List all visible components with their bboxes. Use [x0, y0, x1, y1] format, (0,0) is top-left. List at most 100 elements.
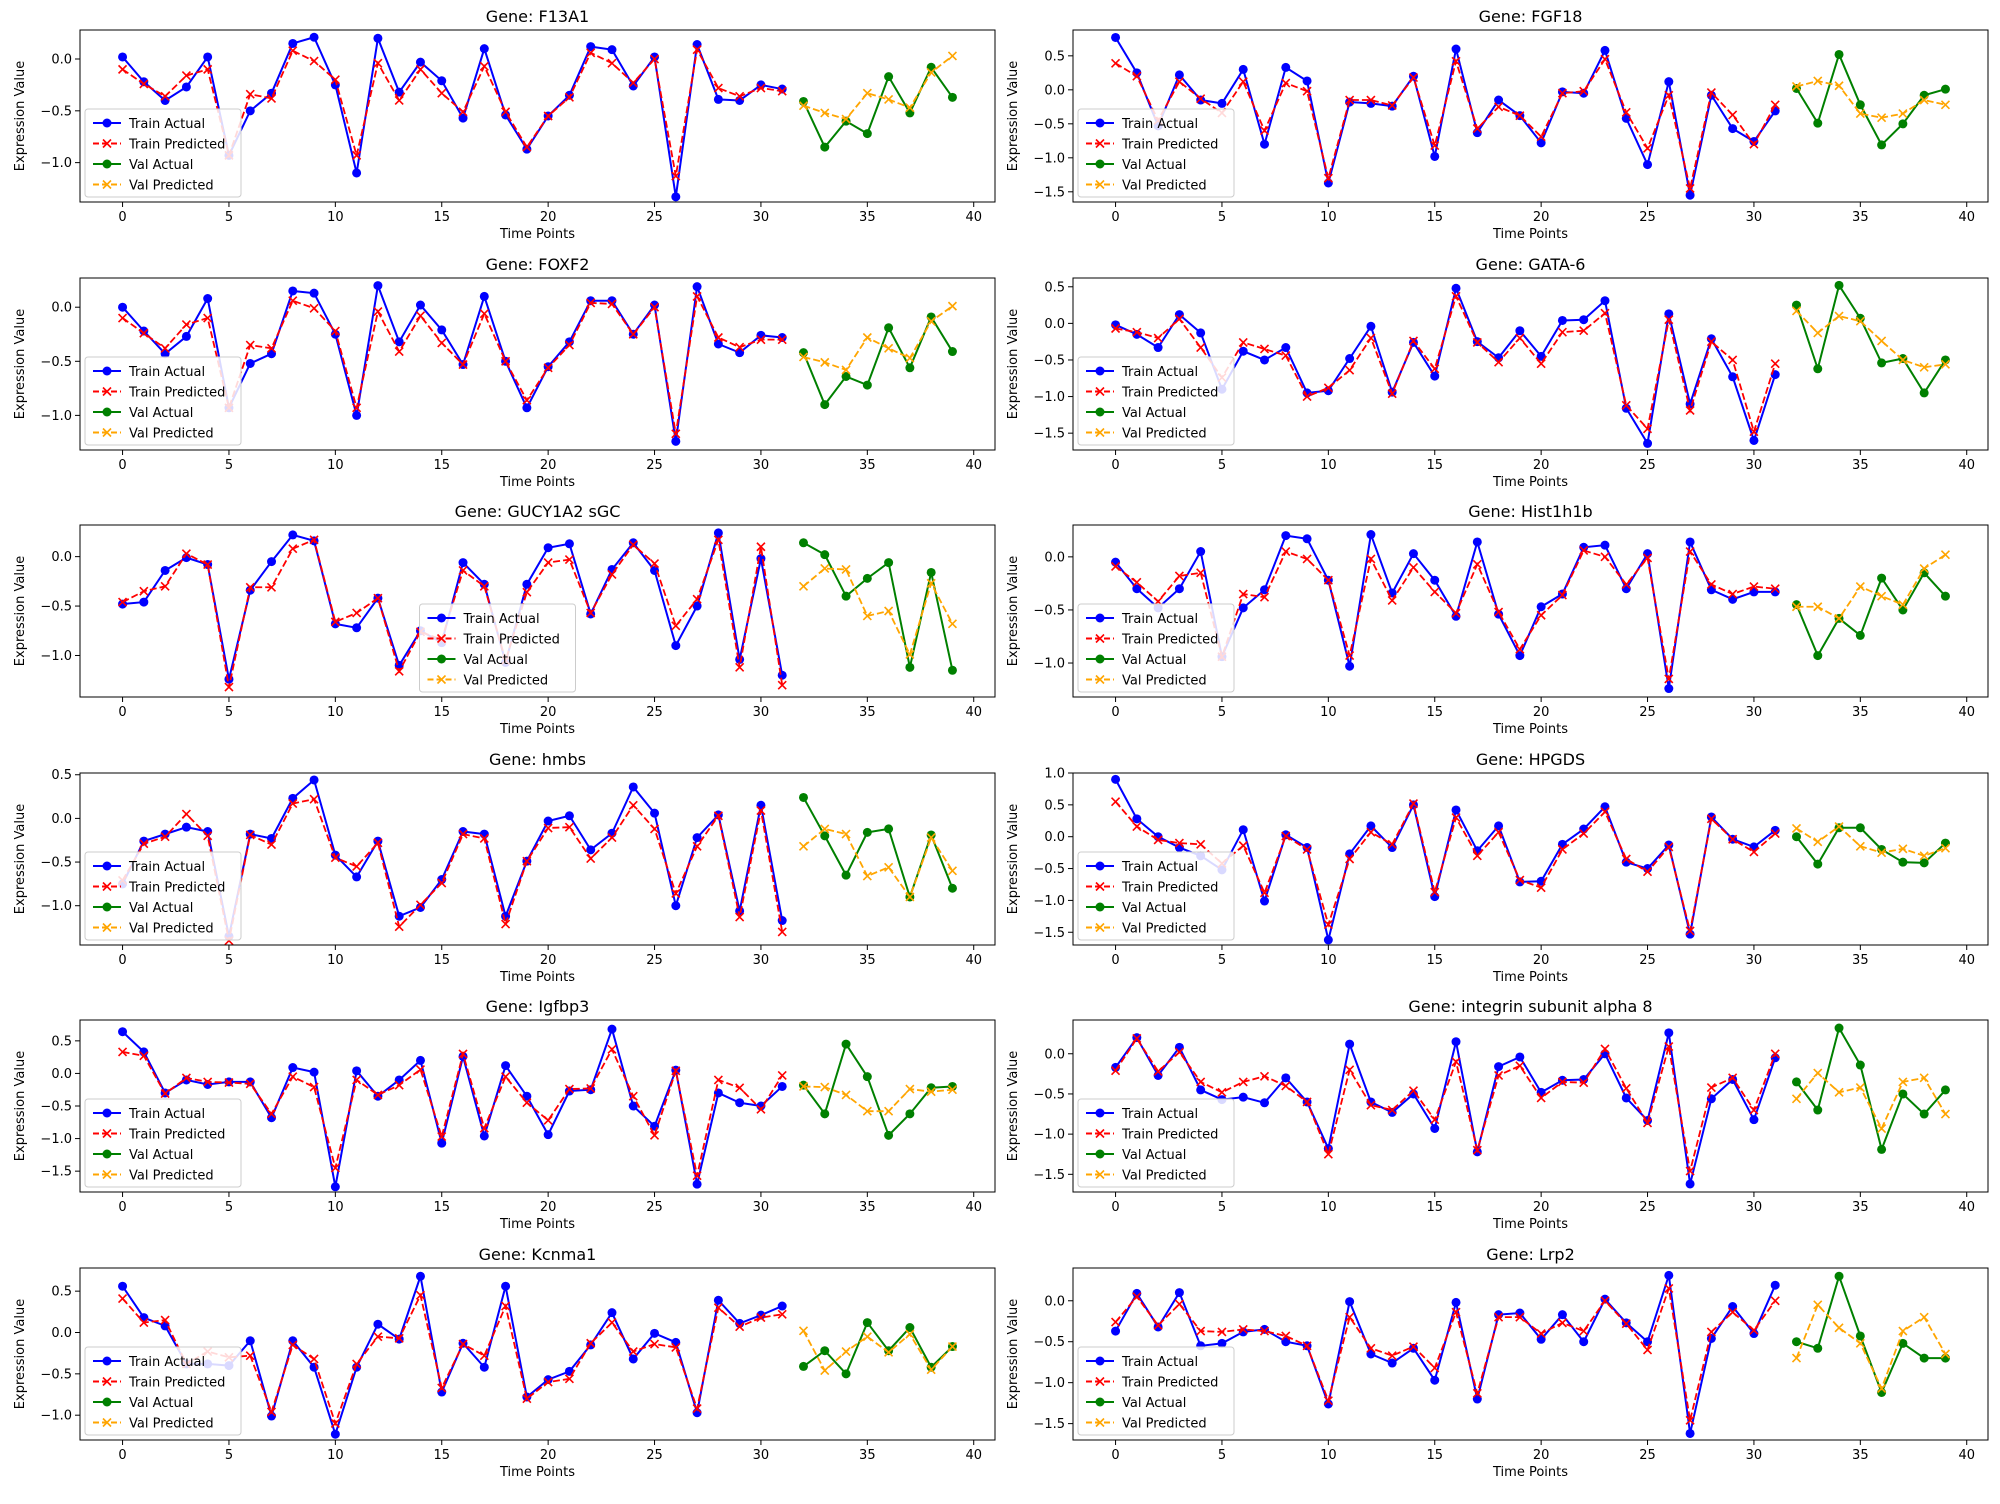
series-val-actual	[1791, 280, 1950, 398]
data-point	[1472, 1388, 1482, 1398]
data-point	[1898, 1089, 1908, 1099]
legend-item-train-actual: Train Actual	[1086, 117, 1198, 132]
series-train-predicted	[1110, 545, 1780, 684]
data-point	[1728, 110, 1738, 120]
y-tick-label: −0.5	[40, 355, 72, 370]
data-point	[1579, 828, 1589, 839]
x-tick-label: 30	[1746, 458, 1763, 473]
x-tick-label: 25	[646, 953, 663, 968]
x-axis-label: Time Points	[1492, 227, 1568, 242]
data-point	[118, 52, 128, 62]
series-val-actual	[1791, 568, 1950, 661]
x-tick-label: 35	[859, 458, 876, 473]
data-point	[139, 586, 149, 596]
data-point	[1238, 603, 1248, 613]
data-point	[1111, 32, 1121, 42]
data-point	[1877, 358, 1887, 368]
data-point	[1238, 589, 1248, 599]
data-point	[501, 356, 511, 366]
data-point	[1132, 1288, 1142, 1298]
series-line	[802, 1320, 954, 1376]
data-point	[947, 866, 958, 876]
data-point	[1813, 118, 1823, 128]
data-point	[628, 78, 638, 88]
y-tick-label: −1.0	[40, 649, 72, 664]
data-point	[1600, 540, 1610, 550]
data-point	[1813, 76, 1823, 86]
y-tick-label: −1.5	[1033, 427, 1065, 442]
data-point	[1855, 1338, 1865, 1348]
data-point	[628, 329, 638, 339]
legend: Train Actual Train Predicted Val Actual Val…	[84, 851, 242, 941]
x-tick-label: 0	[118, 1448, 126, 1463]
axes-frame	[79, 772, 996, 946]
legend-item-val-predicted: Val Predicted	[1086, 427, 1207, 442]
legend-item-train-actual: Train Actual	[1086, 1355, 1198, 1370]
data-point	[1536, 359, 1546, 369]
data-point	[203, 313, 213, 323]
legend: Train Actual Train Predicted Val Actual Val…	[1077, 1098, 1235, 1188]
data-point	[1791, 81, 1802, 91]
legend-marker	[102, 902, 112, 912]
data-point	[203, 1077, 213, 1087]
data-point	[905, 662, 915, 672]
data-point	[1919, 1353, 1929, 1363]
subplot-5: Gene: GUCY1A2 sGC 0 5 10 15 20 25 30 35 40 0.0 −0.5…	[13, 502, 996, 737]
legend: Train Actual Train Predicted Val Actual Val…	[1077, 603, 1235, 693]
x-tick-label: 30	[1746, 705, 1763, 720]
data-point	[1281, 62, 1291, 72]
x-tick-label: 10	[1320, 705, 1337, 720]
data-point	[1621, 1083, 1631, 1093]
data-point	[564, 822, 574, 832]
data-point	[309, 1354, 319, 1364]
series-val-actual	[1791, 823, 1950, 869]
data-point	[884, 558, 894, 568]
legend: Train Actual Train Predicted Val Actual Val…	[84, 108, 242, 198]
data-point	[862, 380, 872, 390]
x-tick-label: 5	[225, 1200, 233, 1215]
subplot-title: Gene: GATA-6	[1476, 255, 1586, 274]
data-point	[1366, 554, 1376, 564]
data-point	[1685, 1166, 1695, 1176]
data-point	[543, 543, 553, 553]
data-point	[437, 1383, 447, 1393]
data-point	[820, 1082, 830, 1092]
series-val-predicted	[798, 824, 958, 902]
legend-marker	[1095, 674, 1105, 685]
series-val-actual	[1791, 49, 1950, 150]
data-point	[586, 1085, 596, 1095]
data-point	[309, 775, 319, 785]
data-point	[288, 38, 298, 48]
data-point	[1898, 1077, 1908, 1087]
legend: Train Actual Train Predicted Val Actual Val…	[1077, 851, 1235, 941]
x-tick-label: 5	[225, 210, 233, 225]
data-point	[479, 1351, 489, 1361]
y-tick-label: 0.0	[51, 1067, 72, 1082]
data-point	[1940, 1085, 1950, 1095]
legend-marker	[1095, 922, 1105, 933]
x-tick-label: 10	[327, 953, 344, 968]
data-point	[1153, 1322, 1163, 1332]
x-axis-label: Time Points	[499, 475, 575, 490]
data-point	[1557, 590, 1567, 600]
data-point	[692, 1404, 702, 1414]
data-point	[1600, 802, 1610, 812]
data-point	[1706, 1082, 1716, 1093]
data-point	[458, 359, 468, 370]
data-point	[117, 313, 128, 323]
data-point	[1281, 531, 1291, 541]
subplot-12: Gene: Lrp2 0 5 10 15 20 25 30 35 40 0.0 −0.5 −1.0 −1.…	[1006, 1245, 1989, 1480]
legend-box	[84, 356, 242, 446]
data-point	[862, 88, 872, 98]
data-point	[1281, 351, 1291, 361]
plot-area	[117, 775, 958, 945]
y-tick-label: −1.0	[40, 1132, 72, 1147]
data-point	[820, 1109, 830, 1119]
data-point	[330, 1163, 340, 1173]
data-point	[1345, 1065, 1355, 1075]
x-tick-label: 15	[433, 953, 450, 968]
data-point	[1770, 828, 1780, 839]
data-point	[1664, 842, 1674, 852]
data-point	[1472, 124, 1482, 134]
x-tick-label: 10	[1320, 210, 1337, 225]
